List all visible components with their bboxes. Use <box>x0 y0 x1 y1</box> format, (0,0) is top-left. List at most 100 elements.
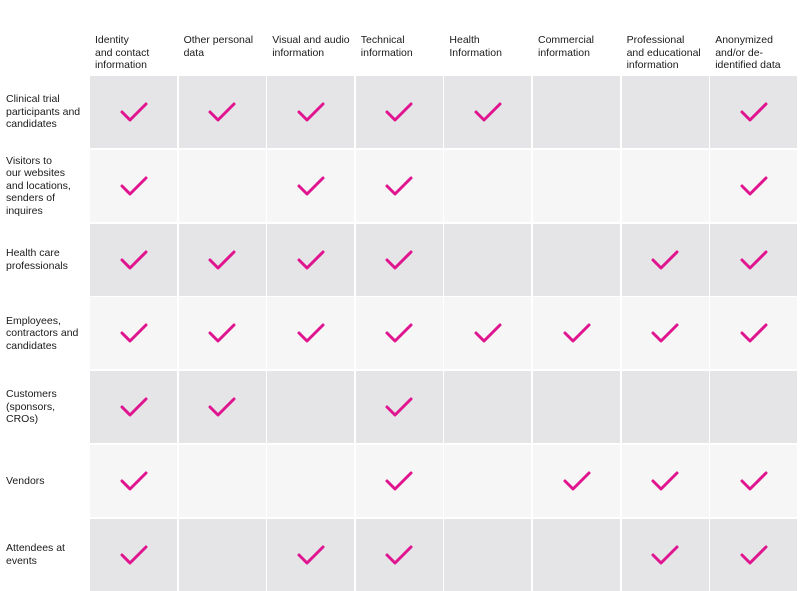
column-header: Other personal data <box>183 34 254 59</box>
table-cell <box>267 297 355 370</box>
table-cell <box>90 445 177 517</box>
row-label: Clinical trial participants and candidat… <box>6 93 81 131</box>
table-cell <box>355 518 443 591</box>
table-cell <box>533 445 620 517</box>
checkmark-icon <box>297 545 325 565</box>
checkmark-icon <box>297 176 325 196</box>
checkmark-icon <box>563 323 590 343</box>
table-row: Vendors <box>0 445 800 517</box>
checkmark-icon <box>385 397 413 417</box>
table-row: Employees, contractors and candidates <box>0 297 800 370</box>
table-cell <box>710 149 798 222</box>
checkmark-icon <box>208 102 236 122</box>
checkmark-icon <box>120 250 147 270</box>
table-cell <box>621 76 709 148</box>
checkmark-icon <box>385 176 413 196</box>
table-cell <box>178 371 266 444</box>
table-cell <box>533 371 620 444</box>
checkmark-icon <box>208 397 236 417</box>
table-cell <box>90 76 177 148</box>
row-label: Health care professionals <box>6 247 68 272</box>
table-cell <box>621 371 709 444</box>
table-row: Health care professionals <box>0 223 800 296</box>
checkmark-icon <box>297 323 325 343</box>
row-label: Customers (sponsors, CROs) <box>6 388 57 426</box>
table-cell <box>178 223 266 296</box>
table-cell <box>178 518 266 591</box>
row-label: Visitors to our websites and locations, … <box>6 154 71 217</box>
checkmark-icon <box>120 323 147 343</box>
table-cell <box>710 297 798 370</box>
table-cell <box>621 223 709 296</box>
checkmark-icon <box>208 323 236 343</box>
table-cell <box>178 445 266 517</box>
table-cell <box>267 518 355 591</box>
table-cell <box>90 297 177 370</box>
table-cell <box>621 297 709 370</box>
checkmark-icon <box>740 102 768 122</box>
checkmark-icon <box>651 545 679 565</box>
row-label: Vendors <box>6 474 45 487</box>
table-cell <box>621 445 709 517</box>
checkmark-icon <box>297 250 325 270</box>
table-cell <box>710 223 798 296</box>
table-cell <box>355 297 443 370</box>
table-cell <box>444 149 532 222</box>
checkmark-icon <box>740 545 768 565</box>
table-cell <box>533 223 620 296</box>
table-cell <box>178 297 266 370</box>
table-cell <box>355 445 443 517</box>
table-cell <box>355 149 443 222</box>
table-cell <box>355 371 443 444</box>
table-cell <box>533 76 620 148</box>
table-cell <box>267 371 355 444</box>
table-cell <box>90 223 177 296</box>
table-cell <box>710 518 798 591</box>
checkmark-icon <box>385 471 413 491</box>
table-cell <box>710 445 798 517</box>
checkmark-icon <box>474 102 502 122</box>
column-header: Health Information <box>449 34 502 59</box>
checkmark-icon <box>563 471 590 491</box>
checkmark-icon <box>120 397 147 417</box>
checkmark-icon <box>385 250 413 270</box>
checkmark-icon <box>651 250 679 270</box>
table-cell <box>710 76 798 148</box>
column-header: Identity and contact information <box>95 34 150 71</box>
table-cell <box>178 76 266 148</box>
column-headers: Identity and contact information Other pe… <box>0 0 800 76</box>
checkmark-icon <box>740 250 768 270</box>
table-cell <box>355 76 443 148</box>
table-cell <box>710 371 798 444</box>
table-cell <box>267 223 355 296</box>
table-cell <box>444 445 532 517</box>
table-cell <box>533 149 620 222</box>
column-header: Technical information <box>360 34 413 59</box>
table-row: Clinical trial participants and candidat… <box>0 76 800 148</box>
table-cell <box>444 518 532 591</box>
checkmark-icon <box>651 471 679 491</box>
checkmark-icon <box>740 176 768 196</box>
table-cell <box>444 371 532 444</box>
checkmark-icon <box>120 471 147 491</box>
table-cell <box>90 371 177 444</box>
checkmark-icon <box>740 323 768 343</box>
table-row: Attendees at events <box>0 518 800 591</box>
checkmark-icon <box>385 323 413 343</box>
checkmark-icon <box>740 471 768 491</box>
table-cell <box>533 518 620 591</box>
column-header: Visual and audio information <box>272 34 350 59</box>
table-cell <box>90 518 177 591</box>
checkmark-icon <box>120 545 147 565</box>
table-cell <box>444 223 532 296</box>
table-cell <box>533 297 620 370</box>
table-cell <box>267 76 355 148</box>
table-cell <box>621 518 709 591</box>
checkmark-icon <box>651 323 679 343</box>
checkmark-icon <box>385 102 413 122</box>
table-row: Visitors to our websites and locations, … <box>0 149 800 222</box>
row-label: Attendees at events <box>6 542 65 567</box>
checkmark-icon <box>474 323 502 343</box>
column-header: Commercial information <box>538 34 595 59</box>
